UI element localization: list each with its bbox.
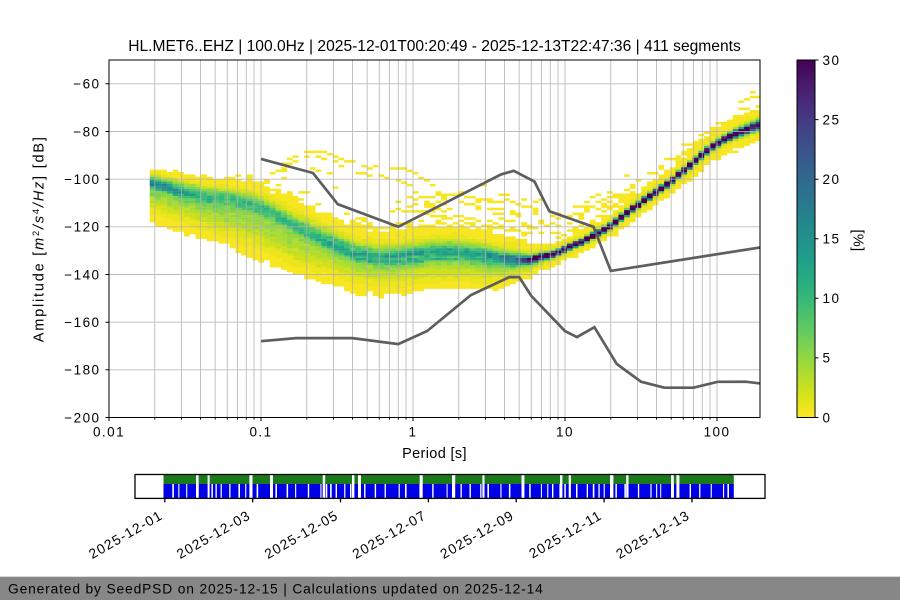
svg-text:100: 100	[704, 425, 731, 440]
svg-text:0.1: 0.1	[249, 425, 272, 440]
svg-text:−200: −200	[64, 410, 100, 425]
svg-text:0: 0	[823, 410, 832, 425]
svg-text:−180: −180	[64, 363, 100, 378]
svg-text:[%]: [%]	[850, 230, 866, 252]
svg-text:10: 10	[823, 291, 841, 306]
svg-text:25: 25	[823, 112, 841, 127]
svg-text:20: 20	[823, 172, 841, 187]
svg-text:−120: −120	[64, 220, 100, 235]
svg-text:−160: −160	[64, 315, 100, 330]
svg-text:Period [s]: Period [s]	[402, 446, 467, 462]
svg-text:15: 15	[823, 232, 841, 247]
svg-text:5: 5	[823, 351, 832, 366]
svg-text:Amplitude [m2/s4/Hz] [dB]: Amplitude [m2/s4/Hz] [dB]	[31, 135, 48, 342]
svg-text:1: 1	[409, 425, 418, 440]
svg-text:−60: −60	[73, 77, 100, 92]
svg-text:Generated by SeedPSD on 2025-1: Generated by SeedPSD on 2025-12-15 | Cal…	[8, 582, 544, 597]
svg-text:−80: −80	[73, 124, 100, 139]
svg-text:−140: −140	[64, 267, 100, 282]
svg-text:HL.MET6..EHZ | 100.0Hz | 2025-: HL.MET6..EHZ | 100.0Hz | 2025-12-01T00:2…	[128, 38, 741, 55]
svg-text:10: 10	[556, 425, 574, 440]
svg-text:−100: −100	[64, 172, 100, 187]
svg-text:30: 30	[823, 53, 841, 68]
svg-text:0.01: 0.01	[93, 425, 125, 440]
